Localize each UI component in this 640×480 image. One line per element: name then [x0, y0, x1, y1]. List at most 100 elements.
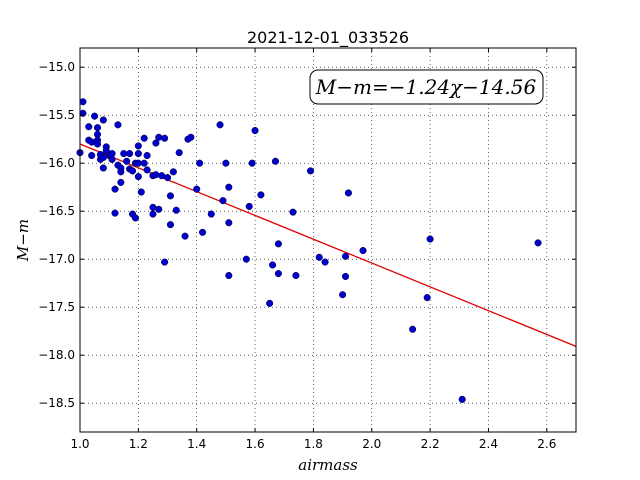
data-point	[187, 133, 195, 141]
data-point	[140, 134, 148, 142]
x-axis-label: airmass	[298, 456, 358, 474]
x-tick-label: 2.0	[362, 437, 381, 451]
data-point	[245, 202, 253, 210]
data-point	[225, 219, 233, 227]
data-point	[196, 159, 204, 167]
data-point	[111, 209, 119, 217]
data-point	[134, 142, 142, 150]
data-point	[172, 206, 180, 214]
y-tick-label: −18.5	[38, 396, 75, 410]
data-point	[152, 171, 160, 179]
axis-ticks	[79, 48, 576, 432]
data-point	[426, 235, 434, 243]
data-point	[198, 228, 207, 236]
chart-title: 2021-12-01_033526	[247, 28, 409, 48]
data-point	[126, 150, 134, 158]
fit-annotation-box	[309, 69, 544, 105]
data-point	[117, 168, 125, 176]
data-point	[225, 183, 233, 191]
x-tick-label: 2.6	[537, 437, 556, 451]
grid	[79, 48, 576, 432]
data-point	[111, 185, 119, 193]
data-point	[341, 252, 350, 260]
data-point	[274, 270, 282, 278]
x-tick-label: 2.2	[421, 437, 440, 451]
data-point	[274, 240, 282, 248]
data-point	[161, 258, 169, 266]
data-point	[128, 167, 137, 175]
data-point	[93, 140, 102, 148]
data-point	[257, 191, 265, 199]
data-point	[242, 255, 250, 263]
data-point	[143, 151, 151, 160]
data-point	[123, 157, 131, 165]
y-tick-label: −16.5	[38, 204, 75, 218]
data-point	[140, 159, 148, 167]
x-tick-label: 1.2	[129, 437, 148, 451]
data-point	[207, 210, 215, 218]
x-tick-labels: 1.0 1.2 1.4 1.6 1.8 2.0 2.2 2.4 2.6	[70, 437, 556, 451]
data-point	[289, 208, 297, 216]
data-point	[166, 192, 174, 200]
data-point	[155, 205, 163, 213]
x-tick-label: 2.4	[479, 437, 498, 451]
data-point	[266, 299, 274, 307]
data-point	[117, 178, 125, 186]
data-point	[251, 127, 259, 135]
data-point	[166, 221, 174, 229]
y-axis-label: M−m	[14, 219, 32, 262]
data-point	[248, 159, 256, 167]
data-point	[161, 134, 169, 142]
data-point	[271, 157, 280, 165]
y-tick-label: −17.0	[38, 252, 75, 266]
data-point	[409, 325, 417, 333]
data-point	[534, 239, 542, 247]
plot-frame	[79, 47, 577, 433]
y-tick-labels: −15.0 −15.5 −16.0 −16.5 −17.0 −17.5 −18.0 −18.5	[38, 60, 75, 410]
data-point	[93, 124, 102, 132]
data-point	[131, 214, 139, 222]
y-tick-label: −18.0	[38, 348, 75, 362]
data-point	[137, 188, 145, 196]
data-point	[134, 150, 142, 158]
data-point	[91, 112, 99, 120]
data-point	[99, 116, 107, 124]
data-point	[423, 294, 431, 302]
y-tick-label: −17.5	[38, 300, 75, 314]
data-point	[306, 167, 315, 175]
data-point	[321, 258, 329, 266]
x-tick-label: 1.4	[187, 437, 206, 451]
data-point	[222, 159, 230, 167]
x-tick-label: 1.6	[246, 437, 265, 451]
data-point	[216, 121, 224, 129]
data-point	[292, 271, 300, 280]
data-point	[344, 189, 352, 197]
y-tick-label: −15.5	[38, 108, 75, 122]
data-point	[359, 247, 367, 255]
data-point	[79, 98, 87, 106]
y-tick-label: −15.0	[38, 60, 75, 74]
y-tick-label: −16.0	[38, 156, 75, 170]
data-point	[315, 253, 323, 261]
data-point	[149, 210, 157, 218]
data-point	[193, 185, 201, 193]
data-point	[114, 121, 122, 129]
data-point	[155, 133, 163, 141]
data-point	[175, 149, 183, 157]
x-tick-label: 1.8	[304, 437, 323, 451]
data-point	[269, 261, 277, 269]
x-tick-label: 1.0	[70, 437, 89, 451]
data-point	[225, 271, 233, 280]
data-point	[339, 291, 347, 299]
data-point	[181, 232, 189, 240]
fit-annotation: M−m=−1.24χ−14.56	[309, 69, 544, 105]
data-point	[458, 395, 466, 403]
data-point	[341, 272, 350, 281]
data-point	[88, 151, 96, 160]
data-point	[219, 197, 227, 205]
data-point	[108, 150, 116, 158]
data-point	[143, 166, 151, 174]
data-point	[85, 123, 93, 131]
data-point	[169, 168, 177, 176]
